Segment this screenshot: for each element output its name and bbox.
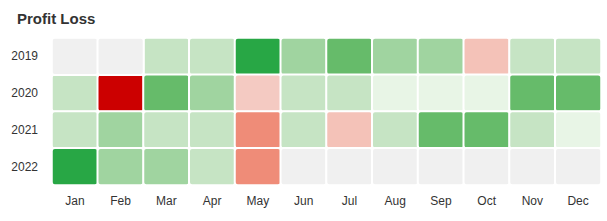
svg-text:Mar: Mar xyxy=(156,194,177,208)
svg-text:2020: 2020 xyxy=(11,86,38,100)
svg-text:Dec: Dec xyxy=(567,194,588,208)
svg-text:May: May xyxy=(247,194,270,208)
svg-text:2019: 2019 xyxy=(11,49,38,63)
svg-text:Apr: Apr xyxy=(203,194,222,208)
svg-text:Feb: Feb xyxy=(110,194,131,208)
svg-text:Aug: Aug xyxy=(384,194,405,208)
svg-text:2021: 2021 xyxy=(11,123,38,137)
svg-text:Sep: Sep xyxy=(430,194,452,208)
svg-text:Nov: Nov xyxy=(522,194,543,208)
svg-text:Oct: Oct xyxy=(477,194,496,208)
svg-text:Jun: Jun xyxy=(294,194,313,208)
svg-text:Jul: Jul xyxy=(342,194,357,208)
svg-text:Profit Loss: Profit Loss xyxy=(17,10,95,27)
svg-text:2022: 2022 xyxy=(11,160,38,174)
svg-text:Jan: Jan xyxy=(65,194,84,208)
